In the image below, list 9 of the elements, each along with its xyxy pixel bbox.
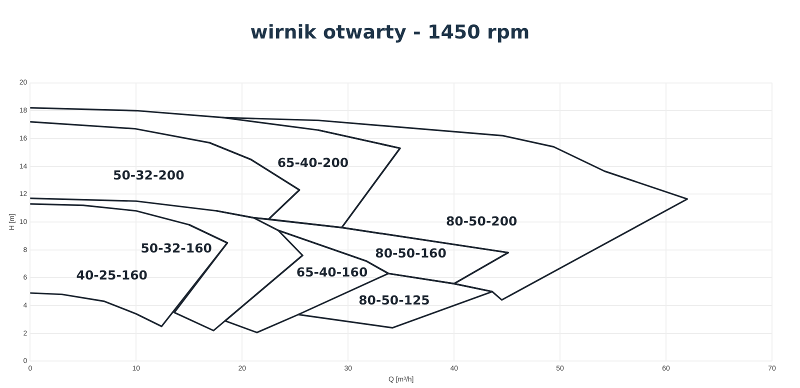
series-label: 40-25-160 xyxy=(76,268,148,283)
series-label: 65-40-160 xyxy=(296,264,368,280)
series-label: 80-50-160 xyxy=(375,246,447,261)
series-label: 50-32-160 xyxy=(140,240,212,256)
series-label: 80-50-200 xyxy=(446,214,518,229)
series-label: 65-40-200 xyxy=(277,155,349,170)
chart-title: wirnik otwarty - 1450 rpm xyxy=(250,21,530,44)
series-label: 50-32-200 xyxy=(113,168,185,183)
series-label: 80-50-125 xyxy=(358,292,430,308)
